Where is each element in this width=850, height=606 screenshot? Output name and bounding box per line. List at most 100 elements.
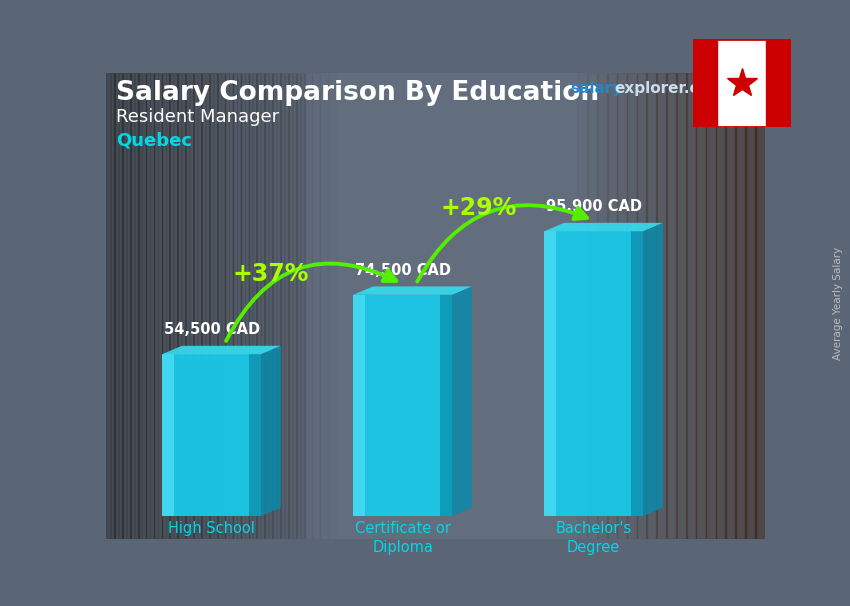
Text: +37%: +37% bbox=[233, 262, 309, 286]
Bar bbox=[224, 73, 230, 539]
Bar bbox=[288, 73, 292, 539]
Polygon shape bbox=[440, 295, 452, 516]
Bar bbox=[154, 73, 158, 539]
Bar bbox=[280, 73, 289, 539]
Bar bbox=[236, 73, 241, 539]
Bar bbox=[241, 73, 246, 539]
Polygon shape bbox=[544, 223, 663, 231]
Bar bbox=[138, 73, 146, 539]
Bar bbox=[181, 73, 186, 539]
Bar bbox=[114, 73, 119, 539]
Bar bbox=[248, 73, 257, 539]
Polygon shape bbox=[632, 231, 643, 516]
Text: salary: salary bbox=[570, 81, 623, 96]
Bar bbox=[327, 73, 336, 539]
Bar bbox=[248, 73, 253, 539]
Polygon shape bbox=[544, 231, 643, 516]
Bar bbox=[597, 73, 608, 539]
Bar bbox=[193, 73, 198, 539]
Bar bbox=[304, 73, 313, 539]
Bar bbox=[617, 73, 627, 539]
Bar bbox=[134, 73, 139, 539]
Bar bbox=[693, 39, 717, 127]
Bar bbox=[706, 73, 717, 539]
Bar bbox=[178, 73, 182, 539]
Bar bbox=[205, 73, 210, 539]
Bar bbox=[292, 73, 297, 539]
Bar bbox=[197, 73, 201, 539]
Bar bbox=[272, 73, 280, 539]
Bar bbox=[130, 73, 139, 539]
Bar bbox=[221, 73, 225, 539]
Bar bbox=[607, 73, 617, 539]
Bar bbox=[280, 73, 285, 539]
Bar bbox=[217, 73, 225, 539]
Bar bbox=[146, 73, 155, 539]
Polygon shape bbox=[452, 287, 472, 516]
Bar bbox=[626, 73, 638, 539]
Bar bbox=[110, 73, 115, 539]
Bar bbox=[193, 73, 201, 539]
Bar bbox=[725, 73, 736, 539]
Bar bbox=[173, 73, 178, 539]
Bar bbox=[296, 73, 304, 539]
Bar bbox=[126, 73, 131, 539]
Bar bbox=[272, 73, 277, 539]
Polygon shape bbox=[162, 354, 261, 516]
Polygon shape bbox=[162, 354, 174, 516]
Bar bbox=[257, 73, 265, 539]
Bar bbox=[114, 73, 122, 539]
Text: Salary Comparison By Education: Salary Comparison By Education bbox=[116, 80, 599, 105]
Bar bbox=[217, 73, 222, 539]
Text: 54,500 CAD: 54,500 CAD bbox=[163, 322, 260, 338]
Text: 74,500 CAD: 74,500 CAD bbox=[354, 263, 450, 278]
Bar bbox=[233, 73, 241, 539]
Bar bbox=[568, 73, 578, 539]
Bar bbox=[755, 73, 766, 539]
Bar bbox=[288, 73, 297, 539]
Bar bbox=[130, 73, 134, 539]
Bar bbox=[296, 73, 301, 539]
Bar bbox=[138, 73, 143, 539]
Bar bbox=[745, 73, 756, 539]
Polygon shape bbox=[354, 287, 472, 295]
Bar bbox=[209, 73, 213, 539]
Text: Bachelor's
Degree: Bachelor's Degree bbox=[556, 521, 632, 556]
Polygon shape bbox=[544, 231, 556, 516]
Bar bbox=[201, 73, 210, 539]
Bar bbox=[122, 73, 131, 539]
Bar bbox=[666, 73, 677, 539]
Bar bbox=[106, 73, 110, 539]
Bar bbox=[118, 73, 122, 539]
Polygon shape bbox=[354, 295, 452, 516]
Bar bbox=[637, 73, 647, 539]
Bar bbox=[185, 73, 190, 539]
Bar bbox=[300, 73, 304, 539]
Bar bbox=[735, 73, 746, 539]
Polygon shape bbox=[249, 354, 261, 516]
Bar bbox=[150, 73, 155, 539]
Bar bbox=[656, 73, 667, 539]
Bar bbox=[766, 39, 790, 127]
Bar bbox=[260, 73, 265, 539]
Bar bbox=[284, 73, 289, 539]
Bar bbox=[224, 73, 234, 539]
Bar bbox=[201, 73, 206, 539]
Bar bbox=[169, 73, 174, 539]
Bar bbox=[142, 73, 146, 539]
Bar bbox=[229, 73, 234, 539]
Bar bbox=[276, 73, 280, 539]
Bar bbox=[257, 73, 261, 539]
Bar bbox=[162, 73, 167, 539]
Text: Quebec: Quebec bbox=[116, 131, 192, 149]
Bar bbox=[166, 73, 170, 539]
Bar bbox=[336, 73, 344, 539]
Bar bbox=[154, 73, 162, 539]
Bar bbox=[577, 73, 588, 539]
Polygon shape bbox=[261, 346, 280, 516]
Bar bbox=[264, 73, 273, 539]
Bar bbox=[686, 73, 696, 539]
Bar bbox=[252, 73, 257, 539]
Bar bbox=[269, 73, 273, 539]
Bar bbox=[190, 73, 194, 539]
